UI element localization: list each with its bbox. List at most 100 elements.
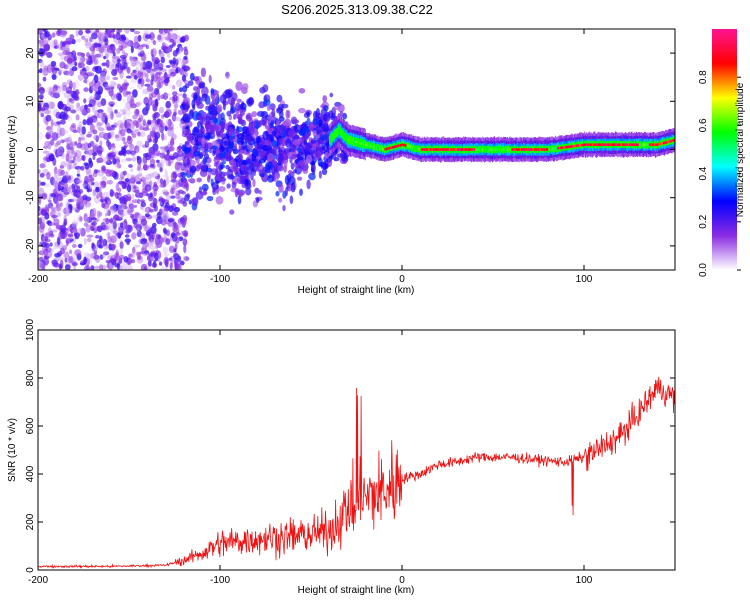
spectral-blob — [258, 119, 267, 126]
spectral-blob — [130, 58, 137, 67]
spectral-blob — [89, 36, 93, 43]
spectral-blob — [258, 101, 265, 109]
spectral-blob — [56, 149, 60, 158]
spectral-blob — [272, 145, 277, 156]
spectral-blob — [57, 146, 63, 156]
spectral-blob — [131, 133, 137, 139]
spectral-blob — [98, 32, 102, 41]
spectral-blob — [40, 48, 46, 54]
spectral-blob — [66, 186, 72, 194]
spectral-blob — [65, 171, 69, 179]
spectral-blob — [130, 152, 136, 157]
spectral-blob — [86, 70, 94, 76]
spectral-blob — [298, 107, 306, 114]
spectral-blob — [136, 140, 143, 148]
spectral-blob — [120, 109, 124, 113]
spectral-blob — [106, 105, 113, 114]
spectral-blob — [49, 211, 54, 217]
spectral-blob — [310, 139, 317, 144]
spectral-blob — [132, 218, 138, 225]
spectral-blob — [203, 132, 211, 140]
spectral-blob — [126, 40, 134, 47]
spectral-blob — [118, 44, 122, 49]
spectral-blob — [181, 60, 186, 67]
spectral-blob — [168, 59, 174, 64]
spectral-blob — [137, 198, 141, 204]
spectral-blob — [64, 257, 68, 263]
spectral-blob — [122, 82, 127, 91]
spectral-blob — [63, 207, 67, 214]
spectral-blob — [38, 265, 44, 270]
spectral-blob — [278, 197, 283, 203]
spectral-blob — [175, 117, 181, 122]
spectral-blob — [142, 164, 149, 171]
spectral-blob — [269, 103, 276, 111]
spectrogram-ylabel: Frequency (Hz) — [7, 116, 18, 185]
spectral-blob — [157, 173, 161, 180]
spectral-blob — [97, 31, 104, 41]
spectral-blob — [181, 219, 187, 225]
spectral-blob — [59, 165, 64, 169]
spectral-blob — [78, 155, 82, 160]
spectral-blob — [223, 171, 228, 177]
spectral-blob — [187, 80, 194, 86]
spectral-blob — [290, 116, 298, 125]
spectral-blob — [81, 145, 89, 151]
spectral-blob — [139, 233, 146, 240]
spectral-blob — [171, 187, 176, 195]
spectral-blob — [78, 54, 84, 63]
spectral-blob — [109, 65, 114, 70]
spectral-blob — [271, 130, 277, 137]
spectral-blob — [290, 182, 296, 193]
spectral-blob — [183, 147, 192, 153]
spectral-blob — [114, 134, 119, 139]
spectral-blob — [316, 149, 321, 159]
spectral-blob — [236, 98, 242, 103]
spectral-blob — [123, 36, 127, 41]
spectral-blob — [153, 181, 157, 188]
spectral-blob — [144, 206, 152, 213]
spectral-blob — [151, 74, 155, 82]
spectral-blob — [82, 119, 87, 126]
spectral-blob — [44, 212, 50, 220]
spectral-blob — [178, 87, 183, 93]
spectral-blob — [162, 227, 167, 234]
spectral-blob — [58, 257, 64, 262]
spectral-blob — [118, 129, 122, 135]
spectral-blob — [82, 154, 86, 162]
spectral-blob — [110, 235, 117, 244]
spectral-blob — [182, 114, 189, 121]
spectral-blob — [106, 244, 110, 249]
spectral-blob — [48, 154, 55, 162]
spectral-blob — [80, 56, 86, 63]
spectral-blob — [74, 141, 78, 146]
spectral-blob — [142, 61, 147, 71]
spectral-blob — [111, 63, 115, 69]
spectral-blob — [179, 67, 185, 76]
spectral-blob — [181, 172, 187, 178]
spectral-blob — [225, 164, 230, 170]
spectral-blob — [175, 193, 181, 200]
spectral-blob — [80, 227, 86, 237]
spectral-blob — [160, 265, 167, 270]
spectral-blob — [79, 165, 85, 171]
spectral-blob — [271, 140, 279, 148]
x-tick-label: 100 — [576, 274, 593, 285]
spectral-blob — [144, 40, 151, 45]
spectral-blob — [87, 188, 93, 193]
spectral-blob — [185, 66, 191, 71]
spectral-blob — [121, 111, 127, 116]
spectral-blob — [128, 252, 135, 259]
spectral-blob — [186, 157, 190, 166]
spectral-blob — [198, 186, 203, 193]
y-tick-label: 1000 — [25, 318, 36, 341]
spectral-blob — [91, 217, 97, 221]
spectral-blob — [167, 121, 174, 130]
spectral-blob — [137, 70, 142, 79]
spectral-blob — [125, 108, 131, 117]
spectral-blob — [55, 203, 62, 212]
spectral-blob — [100, 181, 107, 189]
spectral-blob — [48, 230, 54, 237]
spectral-blob — [165, 108, 172, 117]
spectral-blob — [49, 101, 55, 110]
